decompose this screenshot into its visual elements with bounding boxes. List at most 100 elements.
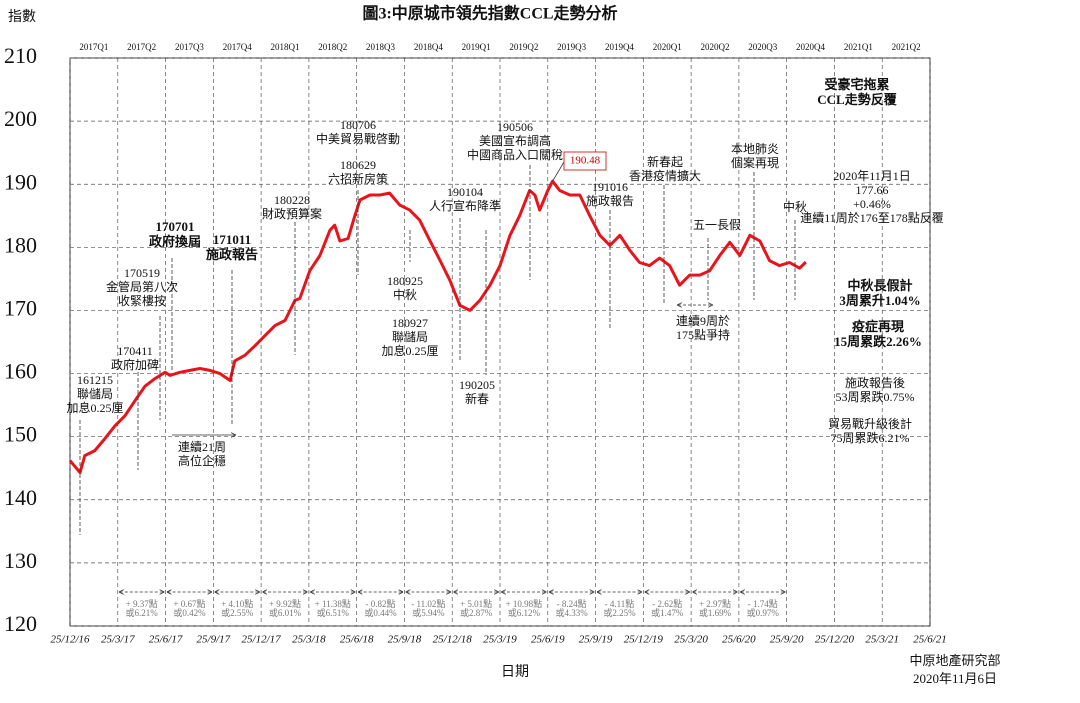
- annotation: 政府換屆: [149, 234, 201, 249]
- y-axis-label: 指數: [8, 9, 36, 25]
- quarter-label: 2017Q1: [79, 42, 108, 52]
- x-tick-label: 25/9/17: [197, 634, 231, 646]
- peak-pointer: [552, 161, 565, 182]
- x-tick-label: 25/6/18: [340, 634, 374, 646]
- period-change: - 2.62點: [652, 598, 682, 609]
- annotation: 本地肺炎: [731, 142, 779, 156]
- period-change: 或2.25%: [603, 607, 636, 618]
- period-change: 或6.51%: [317, 607, 350, 618]
- annotation: 170701: [156, 219, 195, 234]
- y-tick-label: 160: [4, 359, 37, 384]
- quarter-label: 2021Q1: [844, 42, 873, 52]
- x-tick-label: 25/3/21: [865, 634, 899, 646]
- quarter-label: 2019Q1: [462, 42, 491, 52]
- annotation: 中秋: [393, 287, 417, 302]
- annotation: 180706: [340, 118, 376, 132]
- x-tick-label: 25/6/20: [722, 634, 756, 646]
- annotation: 170411: [117, 344, 153, 358]
- x-tick-label: 25/12/17: [242, 634, 282, 646]
- annotation: 180629: [340, 158, 376, 172]
- period-change: + 11.38點: [315, 598, 351, 609]
- period-change: 或1.47%: [651, 607, 684, 618]
- period-change: + 10.98點: [506, 598, 543, 609]
- annotation: 中國商品入口關稅: [467, 147, 563, 162]
- period-change: - 8.24點: [557, 598, 587, 609]
- x-tick-label: 25/3/18: [292, 634, 326, 646]
- annotation: 2020年11月1日: [833, 169, 911, 183]
- quarter-label: 2017Q4: [223, 42, 252, 52]
- y-tick-label: 120: [4, 611, 37, 636]
- period-change: 或1.69%: [699, 607, 732, 618]
- y-tick-label: 180: [4, 232, 37, 257]
- annotation: 聯儲局: [392, 330, 428, 344]
- quarter-label: 2019Q4: [605, 42, 634, 52]
- annotation: 施政報告: [206, 247, 258, 262]
- period-change: + 4.10點: [221, 598, 253, 609]
- annotation: 75周累跌6.21%: [831, 430, 910, 445]
- annotation: 190506: [497, 120, 533, 134]
- annotation: 180927: [392, 316, 428, 330]
- x-tick-label: 25/3/19: [483, 634, 517, 646]
- period-change: 或0.42%: [173, 607, 206, 618]
- x-tick-label: 25/12/18: [433, 634, 473, 646]
- annotation: 180925: [387, 274, 423, 288]
- x-tick-label: 25/3/20: [674, 634, 708, 646]
- annotation: 加息0.25厘: [381, 343, 438, 358]
- annotation: 新春起: [647, 154, 683, 169]
- source-date: 2020年11月6日: [913, 671, 997, 686]
- annotation: 190205: [459, 378, 495, 392]
- annotation: 中美貿易戰啓動: [316, 131, 400, 146]
- x-tick-label: 25/9/19: [579, 634, 613, 646]
- ccl-line: [68, 179, 807, 475]
- period-change: 或2.87%: [460, 607, 493, 618]
- quarter-label: 2021Q2: [892, 42, 921, 52]
- annotation: 15周累跌2.26%: [834, 334, 922, 349]
- annotation: 新春: [465, 391, 489, 406]
- annotation: 施政報告後: [845, 376, 905, 390]
- annotation: 177.66: [856, 183, 889, 197]
- quarter-label: 2018Q2: [318, 42, 347, 52]
- annotation: 聯儲局: [77, 387, 113, 401]
- period-change: - 1.74點: [748, 598, 778, 609]
- period-change: - 11.02點: [411, 598, 445, 609]
- period-change: - 0.82點: [366, 598, 396, 609]
- x-tick-label: 25/9/18: [388, 634, 422, 646]
- period-change: 或5.94%: [412, 607, 445, 618]
- annotation: 個案再現: [731, 155, 779, 170]
- x-tick-label: 25/12/19: [624, 634, 664, 646]
- quarter-label: 2019Q2: [509, 42, 538, 52]
- period-change: + 2.97點: [699, 598, 731, 609]
- x-tick-label: 25/6/19: [531, 634, 565, 646]
- annotation: +0.46%: [853, 197, 891, 211]
- annotation: 六招新房策: [328, 171, 388, 186]
- peak-label: 190.48: [570, 155, 601, 167]
- period-change: + 5.01點: [460, 598, 492, 609]
- annotation: 3周累升1.04%: [839, 293, 920, 308]
- quarter-label: 2019Q3: [557, 42, 586, 52]
- quarter-label: 2017Q3: [175, 42, 204, 52]
- y-tick-label: 210: [4, 43, 37, 68]
- period-change: 或4.33%: [556, 607, 589, 618]
- x-tick-label: 25/9/20: [770, 634, 804, 646]
- annotation: 180228: [274, 193, 310, 207]
- x-tick-label: 25/6/21: [913, 634, 947, 646]
- annotation: 190104: [447, 185, 483, 199]
- period-change: 或2.55%: [221, 607, 254, 618]
- x-tick-label: 25/6/17: [149, 634, 183, 646]
- annotation: 170519: [124, 266, 160, 280]
- x-tick-label: 25/12/20: [815, 634, 855, 646]
- annotation: 連續9周於: [676, 313, 730, 328]
- annotation: 中秋: [783, 199, 807, 214]
- annotation: 政府加碑: [111, 357, 159, 372]
- annotation: 191016: [592, 180, 628, 194]
- y-tick-label: 150: [4, 422, 37, 447]
- peak-box: [563, 151, 607, 171]
- annotation: 人行宣布降準: [429, 198, 501, 213]
- x-tick-label: 25/12/16: [50, 634, 90, 646]
- annotation: 中秋長假計: [847, 278, 912, 293]
- annotation: 受豪宅拖累: [824, 77, 889, 92]
- annotation: 171011: [213, 232, 251, 247]
- period-change: 或6.21%: [126, 607, 159, 618]
- period-change: 或0.44%: [364, 607, 397, 618]
